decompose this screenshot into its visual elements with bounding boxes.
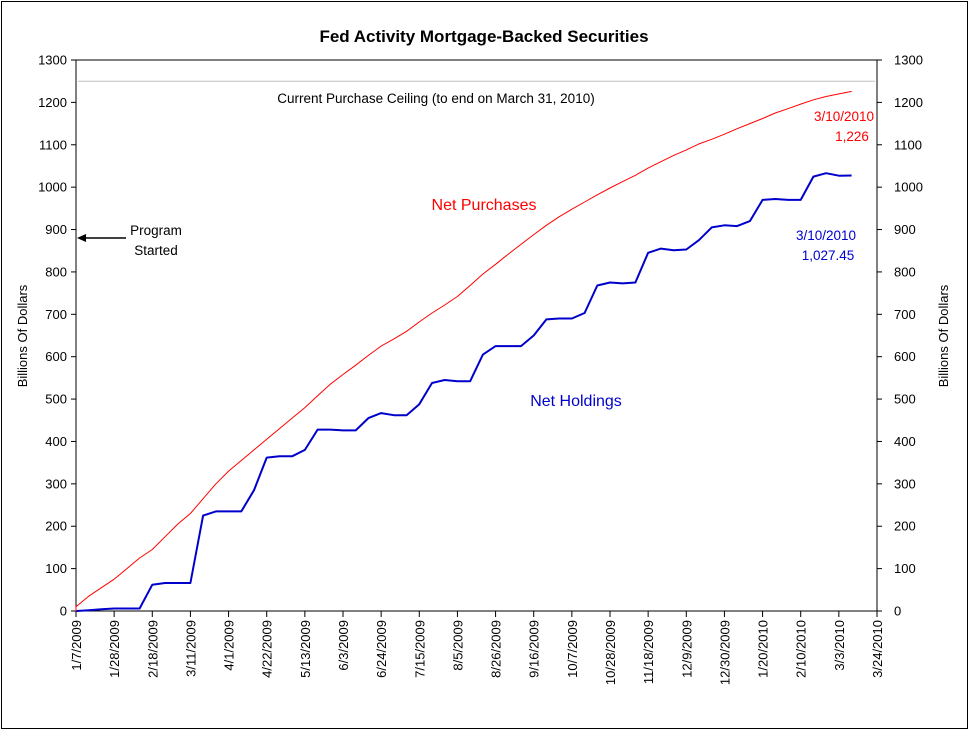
y-tick-label: 200 <box>894 519 916 534</box>
plot-border <box>75 59 878 612</box>
holdings-end-date: 3/10/2010 <box>796 228 856 243</box>
x-tick-label: 8/5/2009 <box>450 620 465 671</box>
x-tick-label: 2/18/2009 <box>145 620 160 678</box>
y-tick-label: 1200 <box>894 95 923 110</box>
net-holdings-line <box>76 172 852 612</box>
y-tick-label: 600 <box>45 349 67 364</box>
y-tick-label: 900 <box>45 222 67 237</box>
y-tick-label: 500 <box>45 392 67 407</box>
series-label-net-holdings: Net Holdings <box>530 393 622 410</box>
x-tick-label: 4/22/2009 <box>260 620 275 678</box>
y-axis-right: 0 100 200 300 400 500 600 700 800 900 1000 1100 1200… <box>877 53 923 619</box>
x-tick-label: 5/13/2009 <box>298 620 313 678</box>
x-tick-label: 6/3/2009 <box>336 620 351 671</box>
plot-area <box>75 59 878 612</box>
y-tick-label: 1200 <box>38 95 67 110</box>
series-label-net-purchases: Net Purchases <box>432 197 537 214</box>
y-tick-label: 0 <box>894 604 901 619</box>
net-purchases-line <box>75 90 852 611</box>
y-tick-label: 200 <box>45 519 67 534</box>
y-tick-label: 1100 <box>894 137 922 152</box>
holdings-end-value: 1,027.45 <box>802 248 855 263</box>
program-started-line1: Program <box>130 223 182 238</box>
y-tick-label: 700 <box>894 307 916 322</box>
y-tick-label: 300 <box>894 476 916 491</box>
chart-title: Fed Activity Mortgage-Backed Securities <box>319 27 648 46</box>
arrow-head-icon <box>77 234 86 242</box>
ceiling-label: Current Purchase Ceiling (to end on Marc… <box>277 91 594 106</box>
x-tick-label: 3/11/2009 <box>183 620 198 677</box>
x-tick-label: 1/20/2010 <box>756 620 771 678</box>
x-tick-label: 2/10/2010 <box>794 620 809 678</box>
x-tick-label: 12/30/2009 <box>717 620 732 685</box>
y-tick-label: 0 <box>60 604 67 619</box>
y-tick-label: 400 <box>894 434 916 449</box>
y-tick-label: 100 <box>894 561 916 576</box>
y-tick-label: 1100 <box>39 137 67 152</box>
y-tick-label: 100 <box>45 561 67 576</box>
purchases-end-value: 1,226 <box>835 129 869 144</box>
x-tick-label: 9/16/2009 <box>527 620 542 678</box>
y-tick-label: 1000 <box>38 180 67 195</box>
program-started-annotation: Program Started <box>77 223 182 258</box>
x-tick-label: 10/28/2009 <box>603 620 618 685</box>
x-tick-label: 4/1/2009 <box>222 620 237 671</box>
y-tick-label: 500 <box>894 392 916 407</box>
series-layer <box>75 90 852 612</box>
y-axis-title-left: Billions Of Dollars <box>15 284 30 387</box>
x-tick-label: 1/28/2009 <box>107 620 122 678</box>
y-axis-left: 0 100 200 300 400 500 600 700 800 900 1000 1100 1200… <box>38 53 76 619</box>
x-tick-label: 10/7/2009 <box>565 620 580 678</box>
y-tick-label: 1000 <box>894 180 923 195</box>
x-tick-label: 3/24/2010 <box>870 620 885 678</box>
y-tick-label: 700 <box>45 307 67 322</box>
y-tick-label: 900 <box>894 222 916 237</box>
x-axis: 1/7/2009 1/28/2009 2/18/2009 3/11/2009 4/1/2… <box>69 611 885 685</box>
y-tick-label: 1300 <box>38 53 67 68</box>
y-tick-label: 600 <box>894 349 916 364</box>
program-started-line2: Started <box>134 243 178 258</box>
x-tick-label: 7/15/2009 <box>412 620 427 678</box>
x-tick-label: 1/7/2009 <box>69 620 84 671</box>
x-tick-label: 8/26/2009 <box>489 620 504 678</box>
x-tick-label: 11/18/2009 <box>641 620 656 684</box>
y-axis-title-right: Billions Of Dollars <box>936 284 951 387</box>
purchases-end-date: 3/10/2010 <box>814 109 874 124</box>
y-tick-label: 300 <box>45 476 67 491</box>
y-tick-label: 800 <box>45 264 67 279</box>
y-tick-label: 800 <box>894 264 916 279</box>
x-tick-label: 6/24/2009 <box>374 620 389 678</box>
y-tick-label: 400 <box>45 434 67 449</box>
y-tick-label: 1300 <box>894 53 923 68</box>
x-tick-label: 12/9/2009 <box>679 620 694 678</box>
x-tick-label: 3/3/2010 <box>832 620 847 671</box>
